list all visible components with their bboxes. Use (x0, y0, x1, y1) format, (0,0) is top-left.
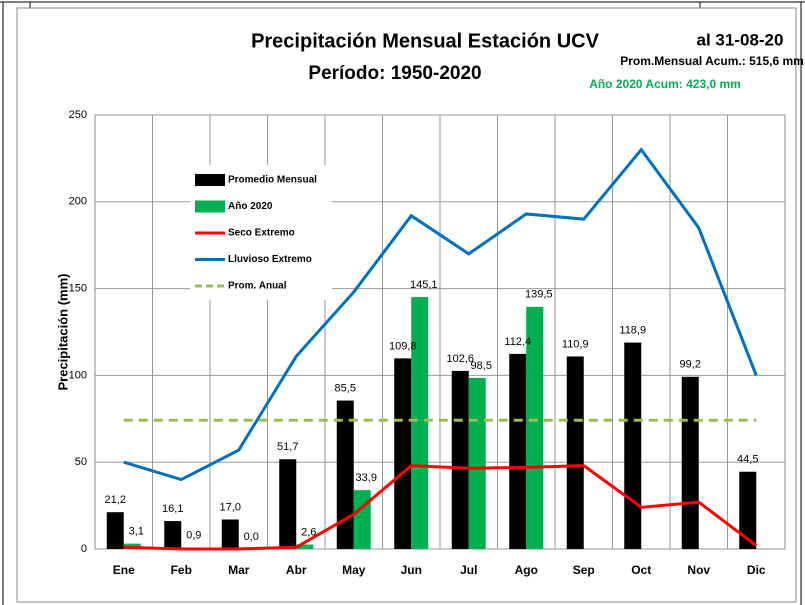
bar (566, 356, 584, 549)
data-label: 17,0 (220, 501, 241, 513)
accum-2020-note: Año 2020 Acum: 423,0 mm (589, 77, 741, 91)
bar (624, 342, 642, 549)
x-tick-label: May (342, 563, 366, 577)
x-tick-label: Jun (401, 563, 422, 577)
legend-swatch (195, 174, 225, 186)
data-label: 21,2 (105, 494, 126, 506)
y-tick-label: 200 (69, 196, 87, 208)
bar (739, 471, 757, 549)
x-tick-label: Dic (747, 563, 766, 577)
y-tick-label: 100 (69, 369, 87, 381)
legend-label: Año 2020 (228, 201, 273, 212)
chart-title: Precipitación Mensual Estación UCV (251, 30, 600, 52)
bar (221, 519, 239, 549)
bar (279, 459, 297, 549)
legend-label: Promedio Mensual (228, 175, 317, 186)
data-label: 109,8 (389, 340, 417, 352)
x-tick-label: Nov (687, 563, 710, 577)
bar (394, 358, 412, 549)
bar (526, 306, 544, 549)
bar (509, 353, 527, 549)
bar (681, 376, 699, 549)
line-series (123, 147, 758, 482)
data-label: 139,5 (525, 289, 553, 301)
data-label: 33,9 (356, 472, 377, 484)
y-tick-label: 150 (69, 283, 87, 295)
data-label: 0,0 (244, 531, 259, 543)
legend-label: Prom. Anual (228, 281, 287, 292)
legend-label: Lluvioso Extremo (228, 254, 312, 265)
bar (164, 521, 182, 549)
legend-swatch (195, 200, 225, 213)
chart-subtitle: Período: 1950-2020 (308, 63, 481, 84)
bar (336, 400, 354, 549)
x-tick-label: Ene (113, 563, 135, 577)
y-tick-label: 0 (81, 543, 87, 555)
x-tick-label: Oct (631, 563, 651, 577)
legend-label: Seco Extremo (228, 228, 295, 239)
data-label: 3,1 (129, 526, 144, 538)
x-tick-label: Sep (573, 563, 595, 577)
data-label: 51,7 (277, 441, 298, 453)
data-label: 145,1 (410, 279, 438, 291)
data-label: 2,6 (301, 526, 316, 538)
data-label: 85,5 (335, 382, 356, 394)
x-tick-label: Ago (515, 563, 538, 577)
bar (353, 490, 371, 549)
data-label: 118,9 (619, 324, 646, 336)
x-tick-label: Mar (228, 563, 250, 577)
y-tick-label: 250 (69, 109, 87, 121)
x-tick-label: Feb (171, 563, 192, 577)
data-label: 0,9 (186, 529, 201, 541)
bar (296, 544, 314, 549)
data-label: 16,1 (162, 503, 183, 515)
y-axis-label: Precipitación (mm) (55, 273, 70, 390)
line-series (123, 464, 758, 551)
data-label: 98,5 (471, 360, 492, 372)
x-tick-label: Abr (286, 563, 307, 577)
date-note: al 31-08-20 (697, 30, 784, 49)
bar (411, 297, 429, 549)
data-label: 99,2 (680, 359, 701, 371)
accum-note: Prom.Mensual Acum.: 515,6 mm (620, 54, 804, 68)
data-label: 44,5 (737, 454, 758, 466)
data-label: 112,4 (504, 336, 531, 348)
y-tick-label: 50 (75, 456, 87, 468)
bar (468, 378, 486, 549)
bar (106, 512, 124, 549)
x-tick-label: Jul (460, 563, 477, 577)
data-label: 110,9 (562, 338, 589, 350)
bar (451, 370, 469, 549)
data-label: 102,6 (446, 353, 474, 365)
